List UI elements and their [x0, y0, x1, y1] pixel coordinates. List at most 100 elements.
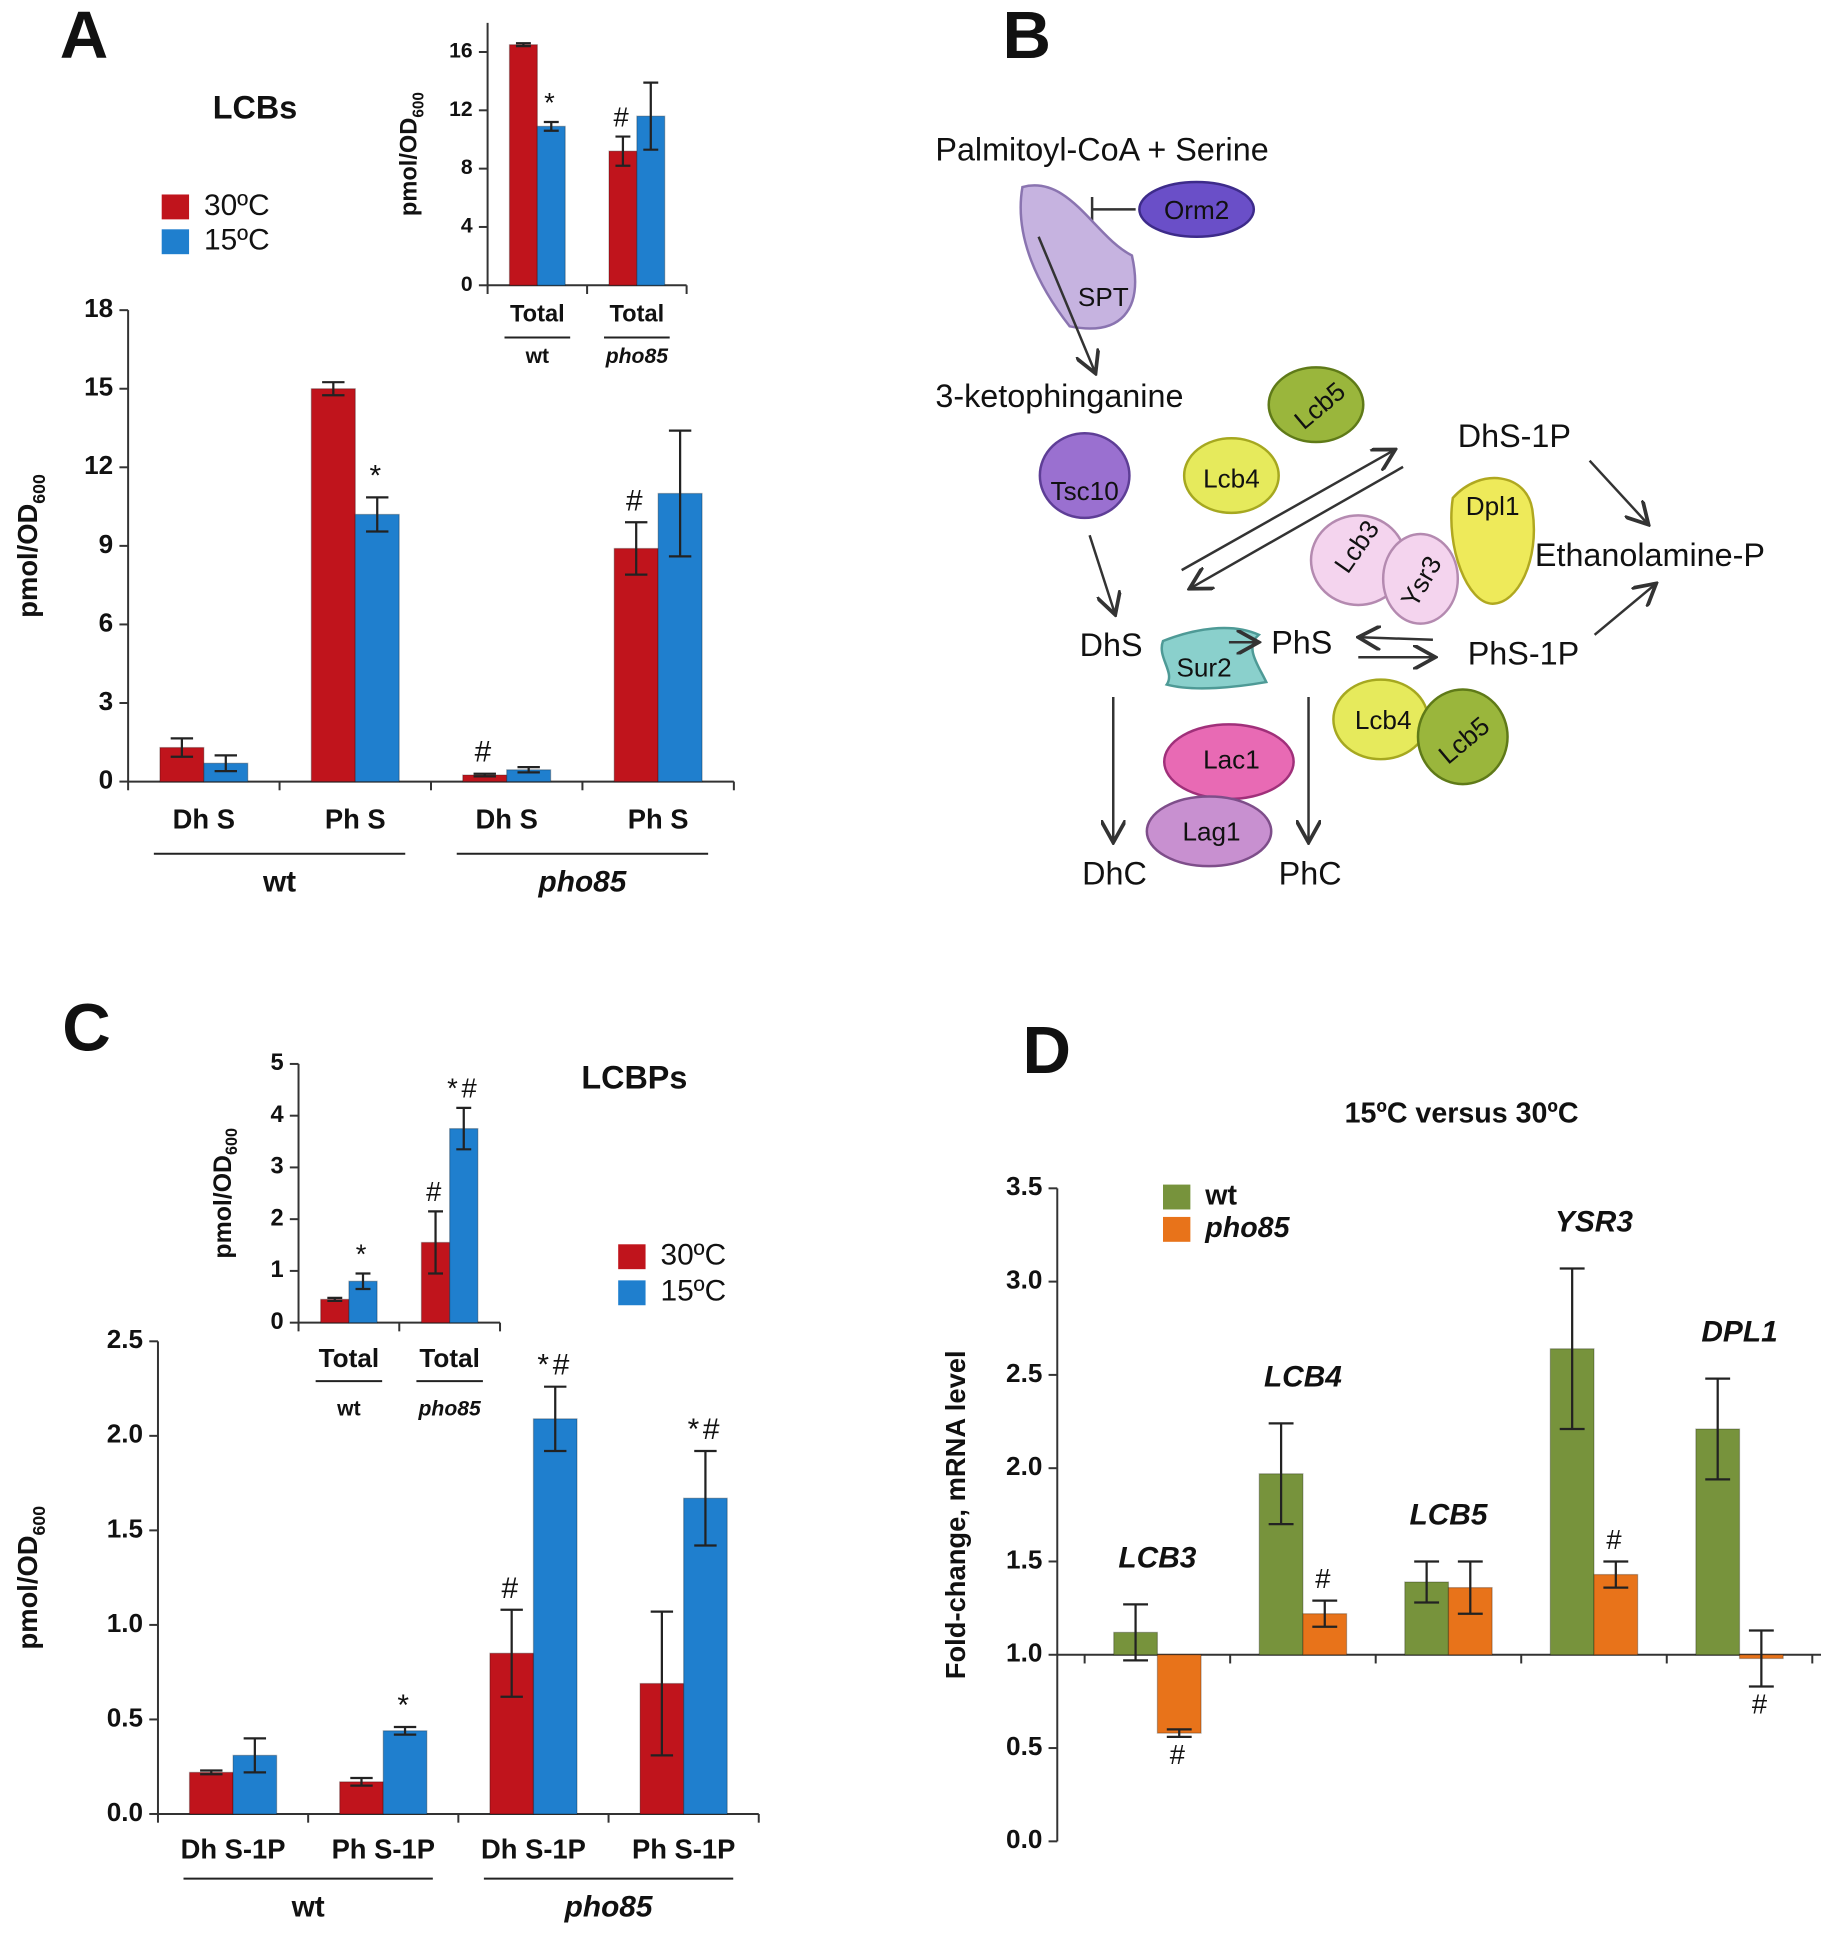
- error-bar: [624, 521, 648, 576]
- y-tick-label: 1.5: [107, 1513, 143, 1543]
- enzyme: Orm2: [1164, 195, 1229, 225]
- significance-mark: #: [626, 484, 646, 517]
- error-bar: [1166, 1728, 1192, 1738]
- error-bar: [615, 135, 631, 167]
- category-label: Ph S: [325, 804, 386, 835]
- y-tick-label: 0.5: [1006, 1731, 1042, 1761]
- group-label: pho85: [537, 865, 626, 898]
- y-tick-label: 2.0: [1006, 1451, 1042, 1481]
- significance-mark: *#: [688, 1413, 724, 1446]
- bar: [310, 388, 356, 783]
- error-bar: [322, 381, 345, 397]
- enzyme: Lag1: [1182, 817, 1240, 847]
- enzyme-shape: [1019, 184, 1137, 330]
- panel-label: A: [60, 0, 109, 73]
- error-bar: [650, 1610, 674, 1757]
- y-tick-label: 1: [270, 1257, 283, 1283]
- significance-mark: #: [1315, 1563, 1334, 1594]
- y-tick-label: 4: [461, 215, 473, 238]
- legend-label: wt: [1204, 1180, 1237, 1212]
- arrow: [1181, 451, 1393, 572]
- panel-label: C: [62, 991, 111, 1066]
- y-tick-label: 16: [449, 40, 473, 63]
- significance-mark: #: [1752, 1689, 1771, 1720]
- category-label: Ph S-1P: [332, 1834, 435, 1865]
- chart-title: LCBPs: [581, 1060, 687, 1096]
- significance-mark: #: [426, 1176, 445, 1207]
- error-bar: [643, 81, 659, 151]
- group-label: pho85: [418, 1397, 481, 1420]
- error-bar: [473, 772, 496, 778]
- y-tick-label: 1.5: [1006, 1544, 1042, 1574]
- category-label: Total: [610, 301, 665, 327]
- error-bar: [355, 1272, 371, 1291]
- y-axis-label-text: pmol/OD: [208, 1155, 236, 1259]
- y-axis-label: Fold-change, mRNA level: [940, 1350, 971, 1679]
- category-label: DPL1: [1701, 1316, 1777, 1349]
- significance-mark: *: [544, 87, 558, 118]
- error-bar: [327, 1296, 343, 1303]
- inhibition: [1090, 196, 1136, 222]
- y-axis-label-subscript: 600: [410, 92, 427, 118]
- y-tick-label: 0: [99, 764, 114, 794]
- y-tick-label: 2: [270, 1205, 283, 1231]
- enzyme: Lcb4: [1203, 463, 1260, 493]
- y-tick-label: 2.5: [107, 1324, 143, 1354]
- legend-swatch: [161, 194, 190, 220]
- error-bar: [1123, 1603, 1149, 1662]
- error-bar: [1559, 1267, 1585, 1431]
- y-tick-label: 0: [461, 273, 473, 296]
- category-label: Dh S: [173, 804, 235, 835]
- y-axis-label-text: pmol/OD: [12, 504, 43, 618]
- bar: [354, 513, 400, 783]
- enzyme-shape: [1038, 432, 1131, 520]
- error-bar: [1603, 1560, 1629, 1589]
- error-bar: [366, 496, 389, 533]
- error-bar: [694, 1449, 717, 1547]
- substrate: 3-ketophinganine: [935, 378, 1183, 414]
- substrate: PhC: [1279, 856, 1342, 892]
- y-tick-label: 12: [84, 450, 113, 480]
- category-label: Dh S-1P: [181, 1834, 286, 1865]
- substrate: PhS: [1271, 624, 1332, 660]
- substrate: DhS: [1080, 627, 1143, 663]
- error-bar: [1268, 1422, 1294, 1526]
- error-bar: [1457, 1560, 1483, 1615]
- category-label: Total: [419, 1343, 479, 1373]
- y-tick-label: 15: [84, 372, 113, 402]
- enzyme-shape: [1182, 437, 1280, 515]
- error-bar: [428, 1210, 444, 1275]
- y-axis-label: pmol/OD600: [208, 1128, 241, 1259]
- significance-mark: #: [502, 1572, 522, 1605]
- legend-label: 30ºC: [660, 1239, 726, 1272]
- significance-mark: #: [613, 101, 632, 132]
- substrate: DhC: [1082, 856, 1147, 892]
- error-bar: [1312, 1599, 1338, 1628]
- error-bar: [1748, 1629, 1774, 1688]
- y-axis-label-text: pmol/OD: [12, 1535, 43, 1649]
- legend-swatch: [1163, 1216, 1191, 1242]
- legend-label: 15ºC: [660, 1275, 726, 1308]
- y-tick-label: 1.0: [107, 1608, 143, 1638]
- category-label: Ph S: [628, 804, 689, 835]
- y-tick-label: 12: [449, 98, 473, 121]
- y-tick-label: 18: [84, 293, 113, 323]
- error-bar: [1705, 1377, 1731, 1481]
- category-label: Total: [319, 1343, 379, 1373]
- error-bar: [350, 1776, 373, 1787]
- arrow: [1088, 534, 1115, 612]
- legend-swatch: [618, 1244, 646, 1270]
- enzyme: Lac1: [1203, 745, 1260, 775]
- error-bar: [456, 1106, 472, 1151]
- group-label: wt: [525, 345, 549, 368]
- panel-label: B: [1003, 0, 1052, 73]
- arrow: [1037, 236, 1095, 371]
- bar: [1156, 1654, 1202, 1734]
- arrow: [1361, 637, 1433, 639]
- error-bar: [500, 1608, 523, 1698]
- y-axis-label: pmol/OD600: [397, 92, 427, 216]
- error-bar: [200, 1769, 223, 1776]
- y-tick-label: 3: [99, 686, 114, 716]
- pathway-diagram: Palmitoyl-CoA + Serine Orm2 SPT 3-ketoph…: [935, 132, 1765, 892]
- significance-mark: *: [370, 459, 385, 492]
